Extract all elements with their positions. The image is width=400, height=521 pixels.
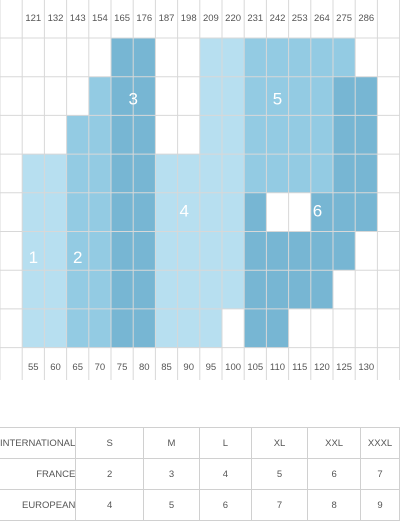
size-table-cell: S — [75, 427, 145, 459]
y-tick-label: 115 — [292, 362, 307, 373]
y-tick-label: 90 — [183, 362, 194, 373]
size-table-cell: 2 — [75, 458, 145, 490]
size-chart: 1 2 3 4 5 6 121 132 143 154 165 176 187 198 209 220 231… — [0, 0, 400, 380]
x-tick-labels: 121 132 143 154 165 176 187 198 209 220 231 242 253 2… — [25, 13, 374, 24]
x-tick-label: 121 — [25, 13, 41, 24]
y-tick-label: 95 — [206, 362, 217, 373]
size-region-label: 1 — [29, 248, 38, 267]
y-tick-label: 70 — [95, 362, 106, 373]
x-tick-label: 275 — [336, 13, 352, 24]
size-region-6-cell — [310, 192, 333, 309]
size-table-cell: 7 — [360, 458, 400, 490]
x-tick-label: 286 — [358, 13, 374, 24]
size-table-cell: 6 — [307, 458, 362, 490]
y-tick-labels: 55 60 65 70 75 80 85 90 95 100 105 110 115 120 125 130 — [28, 362, 374, 373]
size-table-cell: M — [143, 427, 200, 459]
size-table-cell: 7 — [251, 489, 309, 521]
size-table-cell: 5 — [143, 489, 200, 521]
size-table-row: EUROPEAN 4 5 6 7 8 9 — [0, 489, 400, 521]
x-tick-label: 220 — [225, 13, 241, 24]
x-tick-label: 253 — [292, 13, 308, 24]
x-tick-label: 198 — [181, 13, 197, 24]
y-tick-label: 125 — [336, 362, 352, 373]
size-table-row: INTERNATIONAL S M L XL XXL XXXL — [0, 427, 400, 459]
size-region-labels: 1 2 3 4 5 6 — [29, 89, 323, 267]
size-table-cell: L — [199, 427, 252, 459]
y-tick-label: 55 — [28, 362, 39, 373]
x-tick-label: 264 — [314, 13, 330, 24]
x-tick-label: 231 — [247, 13, 263, 24]
y-tick-label: 80 — [139, 362, 150, 373]
y-tick-label: 85 — [161, 362, 172, 373]
x-tick-label: 187 — [159, 13, 175, 24]
size-table-cell: 5 — [251, 458, 309, 490]
size-region-6-cell — [333, 76, 356, 271]
y-tick-label: 130 — [358, 362, 374, 373]
size-region-label: 4 — [180, 202, 189, 221]
size-region-2-cell — [88, 76, 111, 348]
size-table-cell: 3 — [143, 458, 200, 490]
size-region-label: 3 — [128, 89, 137, 108]
size-table-row-label: INTERNATIONAL — [0, 427, 77, 459]
x-tick-label: 132 — [48, 13, 64, 24]
y-tick-label: 75 — [117, 362, 128, 373]
size-region-label: 6 — [313, 202, 322, 221]
size-table-cell: XXXL — [360, 427, 400, 459]
y-tick-label: 110 — [270, 362, 285, 373]
size-region-label: 2 — [73, 248, 82, 267]
chart-grid — [0, 0, 400, 380]
size-region-5-cell — [333, 38, 356, 77]
x-tick-label: 176 — [136, 13, 152, 24]
size-table-cell: XL — [251, 427, 309, 459]
size-table-cell: 4 — [199, 458, 252, 490]
size-table-cell: 8 — [307, 489, 362, 521]
x-tick-label: 242 — [270, 13, 286, 24]
y-tick-label: 100 — [225, 362, 241, 373]
size-table-cell: XXL — [307, 427, 362, 459]
size-table-cell: 9 — [360, 489, 400, 521]
size-table-cell: 6 — [199, 489, 252, 521]
x-tick-label: 165 — [114, 13, 130, 24]
x-tick-label: 143 — [70, 13, 86, 24]
size-region-label: 5 — [273, 89, 282, 108]
x-tick-label: 154 — [92, 13, 108, 24]
size-table-cell: 4 — [75, 489, 145, 521]
size-table-row-label: EUROPEAN — [0, 489, 77, 521]
size-region-4-cell — [222, 38, 245, 309]
y-tick-label: 105 — [247, 362, 263, 373]
y-tick-label: 120 — [314, 362, 330, 373]
size-table-row-label: FRANCE — [0, 458, 77, 490]
x-tick-label: 209 — [203, 13, 219, 24]
size-table-row: FRANCE 2 3 4 5 6 7 — [0, 458, 400, 490]
y-tick-label: 65 — [72, 362, 83, 373]
y-tick-label: 60 — [50, 362, 61, 373]
size-conversion-table: INTERNATIONAL S M L XL XXL XXXL FRANCE 2 3 4 5 6 7 EUR… — [0, 427, 400, 521]
size-region-6-cell — [266, 231, 289, 348]
